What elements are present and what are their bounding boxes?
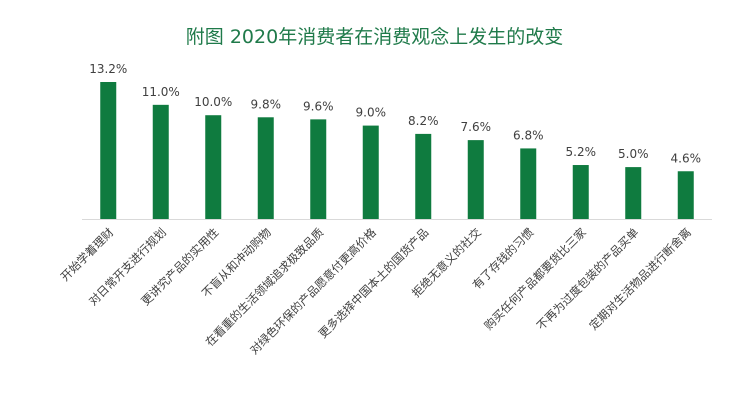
bar-value-label: 4.6% xyxy=(671,151,702,165)
category-labels-group: 开始学着理财对日常开支进行规划更讲究产品的实用性不盲从和冲动购物在看重的生活领域… xyxy=(58,225,694,357)
bar xyxy=(100,82,117,219)
bar-value-label: 7.6% xyxy=(461,120,492,134)
category-label: 更多选择中国本土的国货产品 xyxy=(316,225,432,341)
bar xyxy=(362,125,379,219)
bar xyxy=(415,133,432,219)
bar xyxy=(205,115,222,219)
bar-value-label: 6.8% xyxy=(513,128,544,142)
bar-value-label: 9.6% xyxy=(303,99,334,113)
bars-group xyxy=(100,82,694,219)
bar-value-label: 9.0% xyxy=(356,106,387,120)
bar-value-label: 11.0% xyxy=(142,85,180,99)
category-label: 开始学着理财 xyxy=(58,225,117,284)
category-label: 不再为过度包装的产品买单 xyxy=(534,225,641,332)
chart-title: 附图 2020年消费者在消费观念上发生的改变 xyxy=(185,26,564,48)
bar xyxy=(152,104,169,219)
bar xyxy=(310,119,327,219)
bar xyxy=(257,117,274,219)
bar xyxy=(572,165,589,219)
bar-value-label: 8.2% xyxy=(408,114,439,128)
bar-value-label: 9.8% xyxy=(251,97,282,111)
category-label: 定期对生活物品进行断舍离 xyxy=(586,225,693,332)
bar xyxy=(625,167,642,219)
bar xyxy=(520,148,537,219)
bar-value-label: 13.2% xyxy=(89,62,127,76)
bar xyxy=(677,171,694,219)
bar xyxy=(467,140,484,219)
value-labels-group: 13.2% 11.0% 10.0% 9.8% 9.6% 9.0% 8.2% 7.6% 6.8% 5… xyxy=(89,62,701,165)
bar-value-label: 5.2% xyxy=(566,145,597,159)
bar-value-label: 5.0% xyxy=(618,147,649,161)
category-label: 购买任何产品都要货比三家 xyxy=(481,225,589,333)
bar-value-label: 10.0% xyxy=(194,95,232,109)
